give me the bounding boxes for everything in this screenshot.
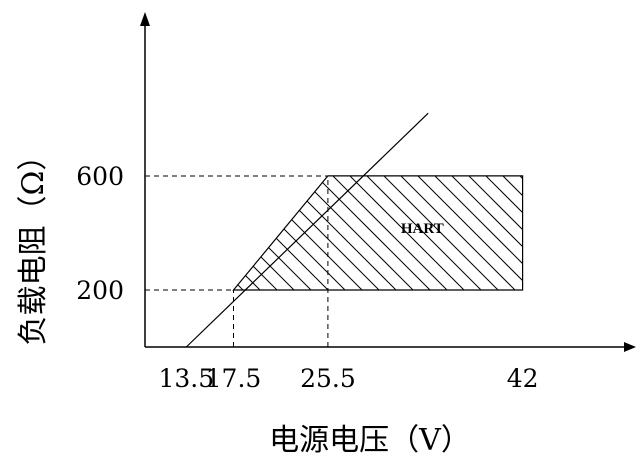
x-tick-label: 25.5 — [300, 364, 356, 393]
y-axis-title: 负载电阻（Ω） — [16, 141, 51, 346]
x-tick-label: 42 — [507, 364, 539, 393]
boundary-line — [185, 112, 429, 348]
y-tick-label: 600 — [76, 162, 124, 191]
hatch-pattern — [233, 175, 523, 290]
reference-lines — [145, 175, 329, 347]
x-tick-label: 17.5 — [206, 364, 262, 393]
operating-region — [232, 175, 524, 291]
x-tick-labels: 13.517.5 25.5 42 — [158, 364, 538, 393]
x-axis-arrow — [624, 342, 636, 352]
region-label: HART — [401, 221, 444, 237]
y-axis-arrow — [140, 12, 150, 26]
x-axis-title: 电源电压（V） — [269, 423, 471, 458]
y-tick-label: 200 — [76, 276, 124, 305]
y-tick-labels: 600 200 — [76, 162, 124, 305]
x-tick-label: 13.5 — [158, 364, 214, 393]
